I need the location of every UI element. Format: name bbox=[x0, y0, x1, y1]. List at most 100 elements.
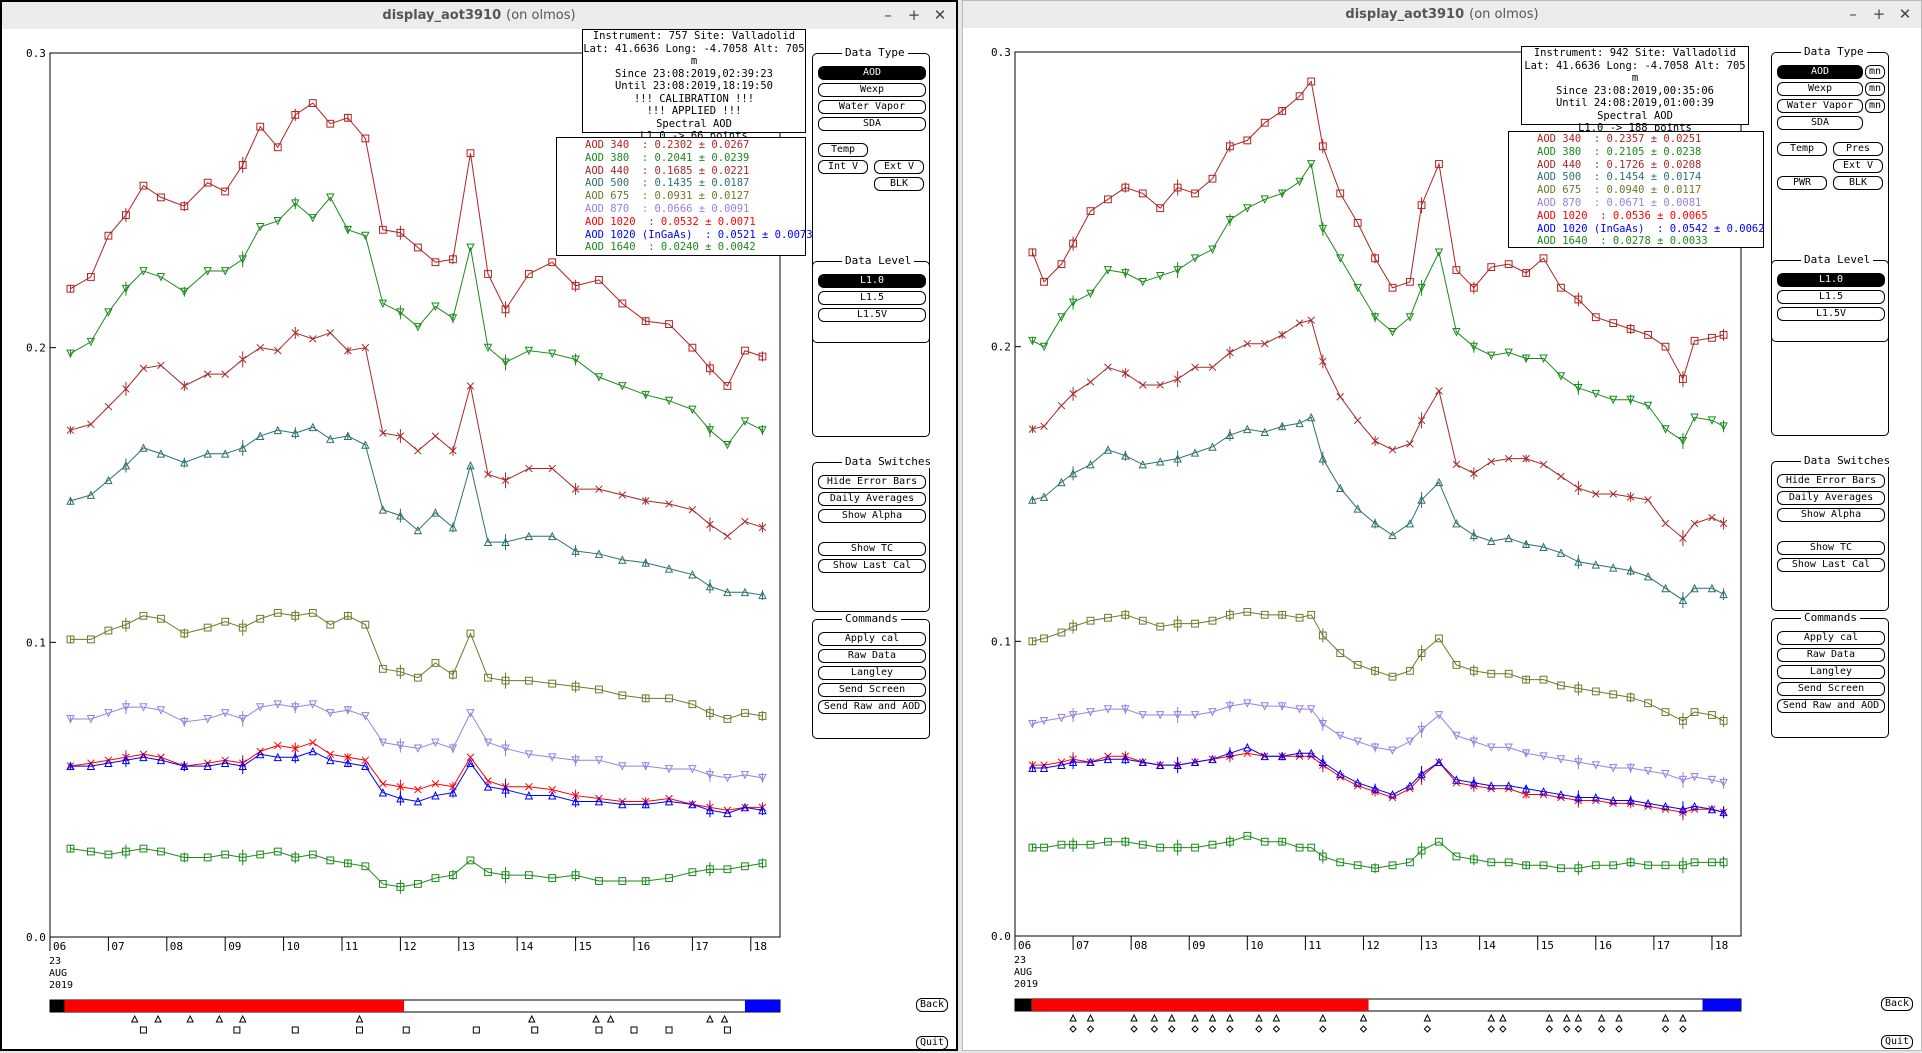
switch-button-show-alpha[interactable]: Show Alpha bbox=[1777, 508, 1885, 522]
button-pwr[interactable]: PWR bbox=[1777, 176, 1827, 190]
x-tick-label: 13 bbox=[1425, 939, 1438, 952]
event-marker-triangle bbox=[527, 1014, 536, 1023]
level-button-l1-5v[interactable]: L1.5V bbox=[1777, 307, 1885, 321]
button-int-v[interactable]: Int V bbox=[818, 160, 868, 174]
data-point bbox=[1191, 189, 1199, 198]
switch-button-show-last-cal[interactable]: Show Last Cal bbox=[1777, 558, 1885, 572]
command-button-apply-cal[interactable]: Apply cal bbox=[818, 632, 926, 646]
datatype-button-water-vapor[interactable]: Water Vapor bbox=[1777, 99, 1863, 113]
back-button[interactable]: Back bbox=[916, 998, 948, 1012]
data-point bbox=[1487, 743, 1496, 752]
command-button-langley[interactable]: Langley bbox=[818, 666, 926, 680]
switch-button-show-tc[interactable]: Show TC bbox=[818, 542, 926, 556]
datatype-button-sda[interactable]: SDA bbox=[818, 117, 926, 131]
data-point bbox=[203, 715, 212, 724]
data-point bbox=[1336, 393, 1345, 401]
switch-button-show-tc[interactable]: Show TC bbox=[1777, 541, 1885, 555]
switch-button-daily-averages[interactable]: Daily Averages bbox=[818, 492, 926, 506]
data-point bbox=[1353, 778, 1362, 787]
event-marker-triangle bbox=[154, 1014, 162, 1023]
event-marker-diamond bbox=[1359, 1025, 1368, 1033]
datatype-button-wexp[interactable]: Wexp bbox=[1777, 82, 1863, 96]
datatype-button-aod[interactable]: AOD bbox=[1777, 65, 1863, 79]
data-point bbox=[1539, 460, 1548, 469]
command-button-send-raw-and-aod[interactable]: Send Raw and AOD bbox=[1777, 699, 1885, 713]
command-button-langley[interactable]: Langley bbox=[1777, 665, 1885, 679]
data-point bbox=[1707, 583, 1717, 593]
button-temp[interactable]: Temp bbox=[1777, 142, 1827, 156]
date-label: AUG bbox=[1014, 967, 1032, 978]
event-marker-triangle bbox=[706, 1014, 714, 1023]
data-point bbox=[1336, 769, 1345, 778]
close-button[interactable]: ✕ bbox=[933, 6, 947, 24]
data-point bbox=[256, 614, 265, 623]
event-marker-diamond bbox=[1069, 1025, 1077, 1033]
level-button-l1-5v[interactable]: L1.5V bbox=[818, 308, 926, 322]
data-point bbox=[273, 608, 282, 617]
quit-button[interactable]: Quit bbox=[1881, 1035, 1913, 1049]
button-ext-v[interactable]: Ext V bbox=[874, 160, 924, 174]
window-left: display_aot3910 (on olmos) – + ✕ 0.0 0.1 0.2 0.3… bbox=[0, 0, 958, 1051]
command-button-raw-data[interactable]: Raw Data bbox=[1777, 648, 1885, 662]
switch-button-show-alpha[interactable]: Show Alpha bbox=[818, 509, 926, 523]
event-marker-square bbox=[139, 1026, 147, 1034]
data-point bbox=[688, 505, 697, 514]
data-point bbox=[723, 382, 732, 390]
maximize-button[interactable]: + bbox=[907, 6, 921, 24]
event-marker-square bbox=[472, 1026, 480, 1034]
data-point bbox=[431, 659, 440, 667]
command-button-send-raw-and-aod[interactable]: Send Raw and AOD bbox=[818, 700, 926, 714]
mn-button[interactable]: mn bbox=[1865, 99, 1885, 113]
command-button-send-screen[interactable]: Send Screen bbox=[818, 683, 926, 697]
data-point bbox=[361, 231, 370, 241]
mn-button[interactable]: mn bbox=[1865, 82, 1885, 96]
datatype-button-aod[interactable]: AOD bbox=[818, 66, 926, 80]
data-point bbox=[1104, 613, 1112, 622]
command-button-raw-data[interactable]: Raw Data bbox=[818, 649, 926, 663]
data-point bbox=[1353, 283, 1362, 293]
datatype-button-sda[interactable]: SDA bbox=[1777, 116, 1863, 130]
series-aod-440 bbox=[1028, 316, 1728, 547]
minimize-button[interactable]: – bbox=[1849, 5, 1857, 23]
data-point bbox=[1504, 260, 1513, 269]
event-marker-diamond bbox=[1423, 1025, 1432, 1033]
quit-button[interactable]: Quit bbox=[916, 1036, 948, 1050]
datatype-button-water-vapor[interactable]: Water Vapor bbox=[818, 100, 926, 114]
level-button-l1-5[interactable]: L1.5 bbox=[818, 291, 926, 305]
datatype-button-wexp[interactable]: Wexp bbox=[818, 83, 926, 97]
button-blk[interactable]: BLK bbox=[874, 177, 924, 191]
mn-button[interactable]: mn bbox=[1865, 65, 1885, 79]
data-point bbox=[1295, 843, 1304, 852]
data-point bbox=[1260, 339, 1269, 348]
series-line bbox=[1032, 416, 1724, 601]
data-point bbox=[139, 611, 148, 620]
minimize-button[interactable]: – bbox=[884, 6, 892, 24]
switch-button-daily-averages[interactable]: Daily Averages bbox=[1777, 491, 1885, 505]
close-button[interactable]: ✕ bbox=[1898, 5, 1912, 23]
button-temp[interactable]: Temp bbox=[818, 143, 868, 157]
command-button-send-screen[interactable]: Send Screen bbox=[1777, 682, 1885, 696]
data-point bbox=[1487, 263, 1496, 272]
data-point bbox=[595, 685, 603, 694]
command-button-apply-cal[interactable]: Apply cal bbox=[1777, 631, 1885, 645]
switch-button-show-last-cal[interactable]: Show Last Cal bbox=[818, 559, 926, 573]
button-blk[interactable]: BLK bbox=[1833, 176, 1883, 190]
switch-button-hide-error-bars[interactable]: Hide Error Bars bbox=[818, 475, 926, 489]
event-marker-triangle bbox=[1562, 1013, 1571, 1022]
data-point bbox=[156, 706, 166, 715]
level-button-l1-0[interactable]: L1.0 bbox=[818, 274, 926, 288]
date-label: 2019 bbox=[49, 980, 73, 991]
level-button-l1-5[interactable]: L1.5 bbox=[1777, 290, 1885, 304]
data-point bbox=[740, 802, 750, 812]
level-button-l1-0[interactable]: L1.0 bbox=[1777, 273, 1885, 287]
series-line bbox=[1032, 746, 1724, 813]
button-ext-v[interactable]: Ext V bbox=[1833, 159, 1883, 173]
button-pres[interactable]: Pres bbox=[1833, 142, 1883, 156]
switch-button-hide-error-bars[interactable]: Hide Error Bars bbox=[1777, 474, 1885, 488]
event-marker-square bbox=[595, 1026, 603, 1034]
back-button[interactable]: Back bbox=[1881, 997, 1913, 1011]
data-point bbox=[688, 700, 697, 709]
data-point bbox=[139, 364, 148, 373]
data-point bbox=[326, 434, 335, 443]
maximize-button[interactable]: + bbox=[1872, 5, 1886, 23]
